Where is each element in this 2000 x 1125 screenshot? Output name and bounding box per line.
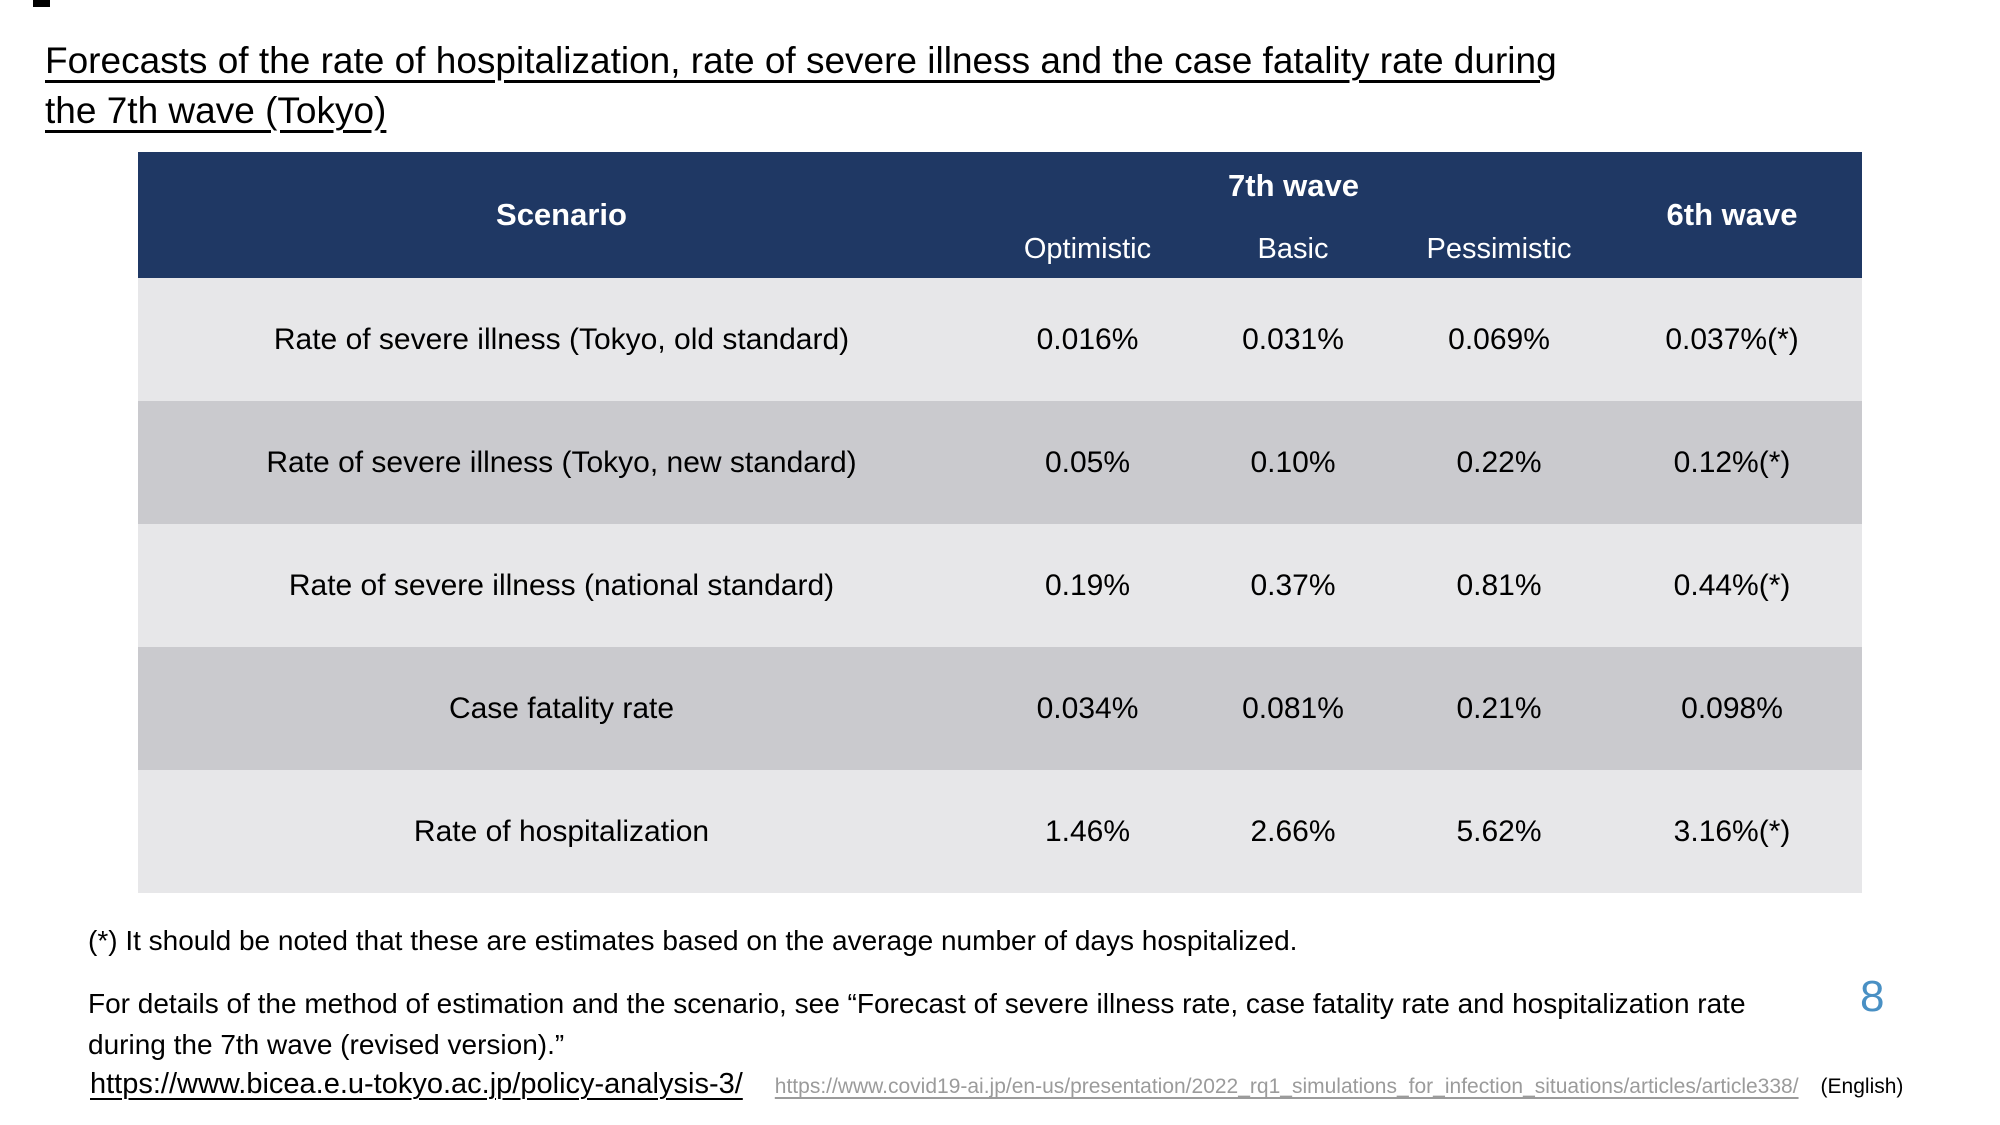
forecast-table: Scenario 7th wave 6th wave Optimistic Ba…	[138, 152, 1863, 893]
row-5-label: Rate of hospitalization	[138, 770, 985, 893]
asterisk-note: (*) It should be noted that these are es…	[88, 925, 1298, 956]
table-row: Rate of severe illness (Tokyo, new stand…	[138, 401, 1863, 524]
table-row: Rate of hospitalization 1.46% 2.66% 5.62…	[138, 770, 1863, 893]
row-3-pessimistic: 0.81%	[1396, 524, 1603, 647]
table-row: Rate of severe illness (national standar…	[138, 524, 1863, 647]
row-4-optimistic: 0.034%	[985, 647, 1190, 770]
row-4-label: Case fatality rate	[138, 647, 985, 770]
row-4-6th-wave: 0.098%	[1602, 647, 1863, 770]
row-3-label: Rate of severe illness (national standar…	[138, 524, 985, 647]
row-3-6th-wave: 0.44%(*)	[1602, 524, 1863, 647]
row-2-optimistic: 0.05%	[985, 401, 1190, 524]
corner-mark	[33, 0, 50, 7]
row-1-basic: 0.031%	[1190, 278, 1396, 401]
header-optimistic: Optimistic	[985, 220, 1190, 278]
secondary-link[interactable]: https://www.covid19-ai.jp/en-us/presenta…	[774, 1075, 1799, 1098]
page-title-line-1: Forecasts of the rate of hospitalization…	[45, 40, 1557, 81]
row-1-6th-wave: 0.037%(*)	[1602, 278, 1863, 401]
page-number: 8	[1860, 972, 1885, 1021]
row-3-optimistic: 0.19%	[985, 524, 1190, 647]
row-2-6th-wave: 0.12%(*)	[1602, 401, 1863, 524]
row-4-basic: 0.081%	[1190, 647, 1396, 770]
row-3-basic: 0.37%	[1190, 524, 1396, 647]
row-5-basic: 2.66%	[1190, 770, 1396, 893]
primary-link[interactable]: https://www.bicea.e.u-tokyo.ac.jp/policy…	[90, 1068, 743, 1100]
row-2-label: Rate of severe illness (Tokyo, new stand…	[138, 401, 985, 524]
row-1-label: Rate of severe illness (Tokyo, old stand…	[138, 278, 985, 401]
table-row: Case fatality rate 0.034% 0.081% 0.21% 0…	[138, 647, 1863, 770]
row-4-pessimistic: 0.21%	[1396, 647, 1603, 770]
row-5-optimistic: 1.46%	[985, 770, 1190, 893]
details-note: For details of the method of estimation …	[88, 988, 1746, 1060]
page-title-line-2: the 7th wave (Tokyo)	[45, 90, 387, 131]
row-1-optimistic: 0.016%	[985, 278, 1190, 401]
row-2-basic: 0.10%	[1190, 401, 1396, 524]
row-1-pessimistic: 0.069%	[1396, 278, 1603, 401]
header-scenario: Scenario	[138, 152, 985, 278]
page-title: Forecasts of the rate of hospitalization…	[45, 36, 1945, 136]
forecast-table-header: Scenario 7th wave 6th wave Optimistic Ba…	[138, 152, 1863, 278]
links-row: https://www.bicea.e.u-tokyo.ac.jp/policy…	[90, 1068, 1903, 1101]
header-basic: Basic	[1190, 220, 1396, 278]
language-label: (English)	[1820, 1075, 1904, 1098]
header-6th-wave: 6th wave	[1602, 152, 1863, 278]
row-5-pessimistic: 5.62%	[1396, 770, 1603, 893]
row-5-6th-wave: 3.16%(*)	[1602, 770, 1863, 893]
row-2-pessimistic: 0.22%	[1396, 401, 1603, 524]
table-row: Rate of severe illness (Tokyo, old stand…	[138, 278, 1863, 401]
header-pessimistic: Pessimistic	[1396, 220, 1603, 278]
header-7th-wave: 7th wave	[985, 152, 1603, 220]
